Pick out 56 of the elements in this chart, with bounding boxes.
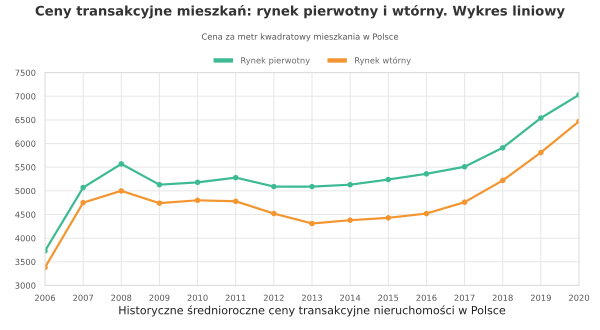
point [194, 198, 200, 204]
x-tick-label: 2010 [188, 294, 208, 301]
x-tick-label: 2006 [35, 294, 56, 301]
point [424, 210, 430, 216]
point [194, 180, 200, 186]
y-tick-label: 4500 [15, 211, 36, 218]
legend-label: Rynek pierwotny [241, 57, 310, 66]
point [232, 174, 238, 180]
point [500, 178, 506, 184]
point [538, 150, 544, 156]
y-tick-label: 7000 [15, 93, 36, 100]
x-tick-label: 2017 [454, 294, 474, 301]
y-tick-label: 7500 [15, 70, 36, 76]
y-tick-label: 6500 [15, 116, 36, 124]
x-tick-label: 2014 [340, 294, 360, 301]
y-tick-label: 3500 [15, 258, 36, 266]
x-tick-label: 2013 [302, 294, 322, 301]
point [386, 176, 392, 182]
point [462, 199, 468, 205]
y-tick-label: 5000 [15, 188, 36, 194]
x-axis-title: Historyczne średnioroczne ceny transakcyjne nieruchomości w Polsce [119, 305, 506, 317]
x-tick-label: 2007 [73, 294, 94, 301]
y-tick-label: 5500 [15, 164, 36, 170]
x-tick-label: 2009 [149, 294, 170, 301]
y-tick-label: 3000 [15, 282, 36, 289]
point [271, 184, 277, 190]
point [80, 200, 86, 206]
point [347, 182, 353, 188]
point [424, 171, 430, 177]
chart-subtitle: Cena za metr kwadratowy mieszkania w Polsce [202, 33, 398, 42]
point [309, 184, 315, 190]
chart-title: Ceny transakcyjne mieszkań: rynek pierwotny i wtórny. Wykres liniowy [36, 4, 565, 18]
point [500, 145, 506, 151]
x-tick-label: 2011 [226, 294, 246, 301]
x-tick-label: 2015 [378, 294, 398, 301]
point [156, 182, 162, 188]
legend-label: Rynek wtórny [355, 56, 411, 66]
x-tick-label: 2012 [264, 294, 284, 301]
point [347, 217, 353, 223]
point [80, 184, 86, 190]
x-tick-label: 2008 [111, 294, 132, 301]
x-tick-label: 2018 [492, 294, 513, 301]
x-tick-label: 2019 [530, 294, 551, 301]
point [462, 164, 468, 170]
point [156, 200, 162, 206]
point [538, 115, 544, 121]
point [118, 188, 124, 194]
y-tick-label: 6000 [15, 140, 36, 147]
point [271, 210, 277, 216]
y-tick-label: 4000 [15, 235, 36, 242]
x-tick-label: 2020 [569, 294, 590, 301]
point [118, 161, 124, 167]
point [309, 220, 315, 226]
point [386, 215, 392, 221]
point [232, 198, 238, 204]
x-tick-label: 2016 [416, 294, 437, 301]
